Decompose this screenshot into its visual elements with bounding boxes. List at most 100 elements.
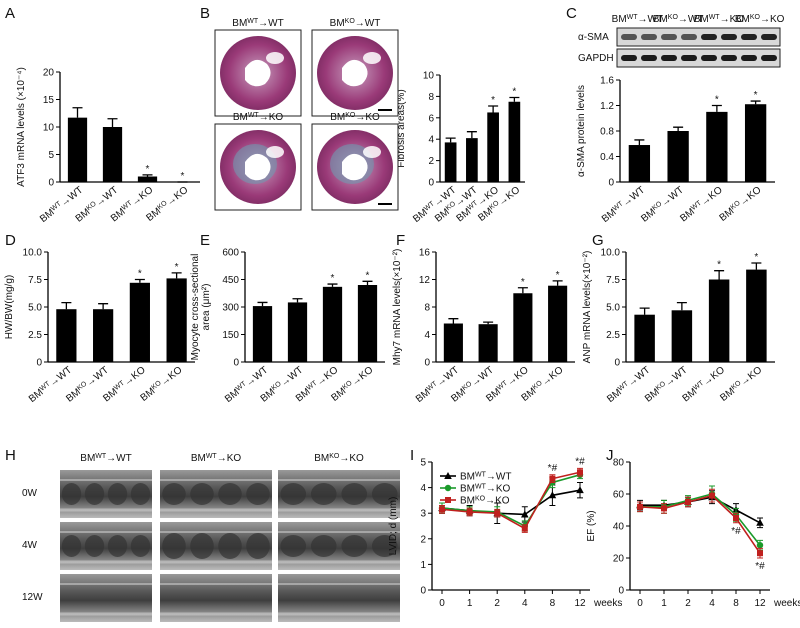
x-tick-label-part: →WT (58, 185, 85, 209)
x-axis-label: weeks (773, 598, 800, 609)
significance-mark: * (556, 270, 560, 281)
error-bar (327, 283, 338, 287)
y-tick-label: 15 (43, 95, 55, 106)
row-label: 12W (22, 592, 43, 603)
series-marker (637, 503, 643, 510)
cavity (245, 59, 271, 87)
y-tick-label: 5 (420, 458, 426, 469)
bar (628, 145, 651, 182)
error-bar (362, 280, 373, 285)
annotation: *# (755, 561, 765, 572)
y-axis-label: Fibrosis areas(%) (396, 89, 407, 167)
image-label-part: BM (330, 18, 345, 29)
x-tick-label-part: →KO (505, 365, 531, 389)
significance-mark: * (331, 273, 335, 284)
y-axis-label: α-SMA protein levels (576, 85, 587, 177)
x-tick-label-part: →WT (469, 365, 496, 389)
panel-letter: F (396, 232, 405, 249)
bar (357, 285, 378, 362)
blot-band (741, 34, 757, 40)
significance-mark: * (181, 171, 185, 182)
y-tick-label: 60 (613, 490, 625, 501)
y-axis-label: ATF3 mRNA levels (×10⁻⁴) (16, 67, 27, 187)
bar (443, 323, 463, 362)
y-tick-label: 1.6 (600, 76, 614, 87)
bar (444, 142, 457, 182)
y-tick-label: 10.0 (601, 248, 621, 259)
significance-mark: * (754, 252, 758, 263)
annotation: *# (575, 456, 585, 467)
x-tick-label: 2 (685, 598, 691, 609)
error-bar (517, 287, 528, 294)
x-tick-label: BMKO→KO (139, 365, 185, 404)
blot-band (621, 34, 637, 40)
blot-band (761, 55, 777, 61)
blot-column-label-part: BM (653, 14, 668, 25)
bar (478, 324, 498, 362)
echo-cavity (310, 483, 337, 505)
cavity (266, 146, 284, 158)
legend-label-part: →WT (486, 472, 512, 483)
blot-band (721, 34, 737, 40)
y-axis-label: EF (%) (586, 510, 597, 541)
error-bar (673, 126, 684, 131)
y-tick-label: 0 (614, 358, 620, 369)
cavity (363, 146, 381, 158)
y-tick-label: 3 (420, 509, 426, 520)
x-tick-label: 2 (494, 598, 500, 609)
blot-column-label-part: BM (612, 14, 627, 25)
x-axis-label: weeks (593, 598, 622, 609)
y-tick-label: 1 (420, 560, 426, 571)
error-bar (639, 307, 650, 315)
bar (166, 278, 187, 362)
error-bar (142, 174, 153, 177)
series-line (441, 471, 581, 530)
x-tick-label: 0 (439, 598, 445, 609)
y-tick-label: 0 (428, 178, 434, 189)
echo-cavity (280, 535, 307, 557)
column-label-part: WT (206, 453, 218, 460)
series-marker (685, 499, 691, 505)
echo-cavity (84, 535, 105, 557)
significance-mark: * (754, 90, 758, 101)
error-bar (483, 321, 494, 325)
x-tick-label: BMWT→KO (678, 185, 725, 225)
error-bar (488, 105, 499, 113)
panel-letter: I (410, 447, 414, 464)
significance-mark: * (717, 260, 721, 271)
echo-cavity (107, 535, 128, 557)
error-bar (171, 272, 182, 279)
bar (508, 101, 521, 182)
series-marker (439, 506, 445, 513)
echo-cavity (246, 533, 270, 559)
y-tick-label: 5 (48, 150, 54, 161)
bar (487, 112, 499, 182)
bar (744, 104, 767, 182)
y-tick-label: 300 (222, 303, 239, 314)
blot-column-label-part: BM (735, 14, 750, 25)
echo-cavity (84, 483, 105, 505)
column-label-part: →WT (106, 453, 132, 464)
blot-band (641, 55, 657, 61)
column-label-part: BM (191, 453, 206, 464)
echo-cavity (341, 483, 368, 505)
x-tick-label-part: →WT (434, 365, 461, 389)
blot-column-label-part: →WT (638, 14, 664, 25)
bar (287, 302, 308, 362)
image-label-part: WT (247, 18, 259, 25)
legend-label: BMKO→KO (460, 496, 510, 507)
x-tick-label-part: →KO (701, 365, 727, 389)
legend-label: BMWT→WT (460, 472, 511, 483)
blot-column-label: BMWT→WT (612, 14, 663, 25)
blot-band (701, 34, 717, 40)
x-tick-label: 8 (550, 598, 556, 609)
bar (706, 111, 728, 182)
series-marker (661, 505, 667, 512)
y-tick-label: 20 (613, 554, 625, 565)
x-tick-label: BMKO→WT (639, 185, 686, 225)
significance-mark: * (366, 270, 370, 281)
legend-label-part: BM (460, 484, 475, 495)
echo-cavity (130, 483, 151, 505)
error-bar (552, 280, 563, 286)
blot-column-label-part: →WT (678, 14, 704, 25)
